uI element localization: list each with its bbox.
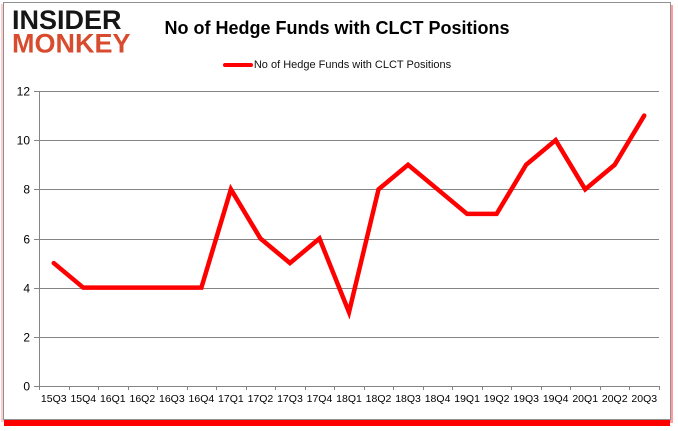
legend: No of Hedge Funds with CLCT Positions [4, 59, 670, 71]
x-tick-label: 19Q4 [543, 393, 569, 405]
series-line [51, 113, 647, 320]
y-tick-label: 0 [23, 380, 30, 394]
legend-line-swatch [222, 63, 253, 67]
x-tick-label: 19Q3 [513, 393, 539, 405]
x-tick-label: 16Q1 [100, 393, 126, 405]
line-chart: 0 2 4 6 8 10 12 15Q3 15Q4 16Q1 16Q2 16Q3 16Q4 17Q1 17Q… [17, 85, 660, 405]
y-tick-label: 4 [23, 282, 30, 296]
logo-insider-text: INSIDER [12, 5, 122, 35]
y-tick-label: 8 [23, 183, 30, 197]
chart-title: No of Hedge Funds with CLCT Positions [164, 18, 510, 38]
y-tick-label: 10 [17, 134, 31, 148]
legend-label: No of Hedge Funds with CLCT Positions [253, 59, 452, 71]
x-tick-label: 16Q2 [129, 393, 155, 405]
x-tick-label: 19Q2 [484, 393, 510, 405]
x-tick-label: 15Q3 [41, 393, 67, 405]
x-tick-label: 17Q4 [307, 393, 333, 405]
x-tick-label: 20Q1 [572, 393, 598, 405]
x-tick-label: 16Q3 [159, 393, 185, 405]
y-tick-label: 12 [17, 85, 31, 99]
x-tick-label: 15Q4 [70, 393, 96, 405]
x-tick-label: 18Q1 [336, 393, 362, 405]
chart-card: INSIDER MONKEY No of Hedge Funds with CL… [3, 2, 671, 420]
x-tick-label: 20Q3 [631, 393, 657, 405]
y-tick-label: 2 [23, 331, 30, 345]
x-tick-label: 17Q3 [277, 393, 303, 405]
x-tick-label: 19Q1 [454, 393, 480, 405]
logo-monkey-text: MONKEY [12, 29, 131, 59]
x-tick-label: 17Q1 [218, 393, 244, 405]
y-tick-label: 6 [23, 233, 30, 247]
x-tick-label: 18Q3 [395, 393, 421, 405]
x-tick-label: 18Q4 [425, 393, 451, 405]
x-tick-label: 17Q2 [248, 393, 274, 405]
x-tick-label: 16Q4 [189, 393, 215, 405]
x-tick-label: 20Q2 [602, 393, 628, 405]
x-tick-label: 18Q2 [366, 393, 392, 405]
insider-monkey-logo: INSIDER MONKEY [12, 5, 131, 59]
